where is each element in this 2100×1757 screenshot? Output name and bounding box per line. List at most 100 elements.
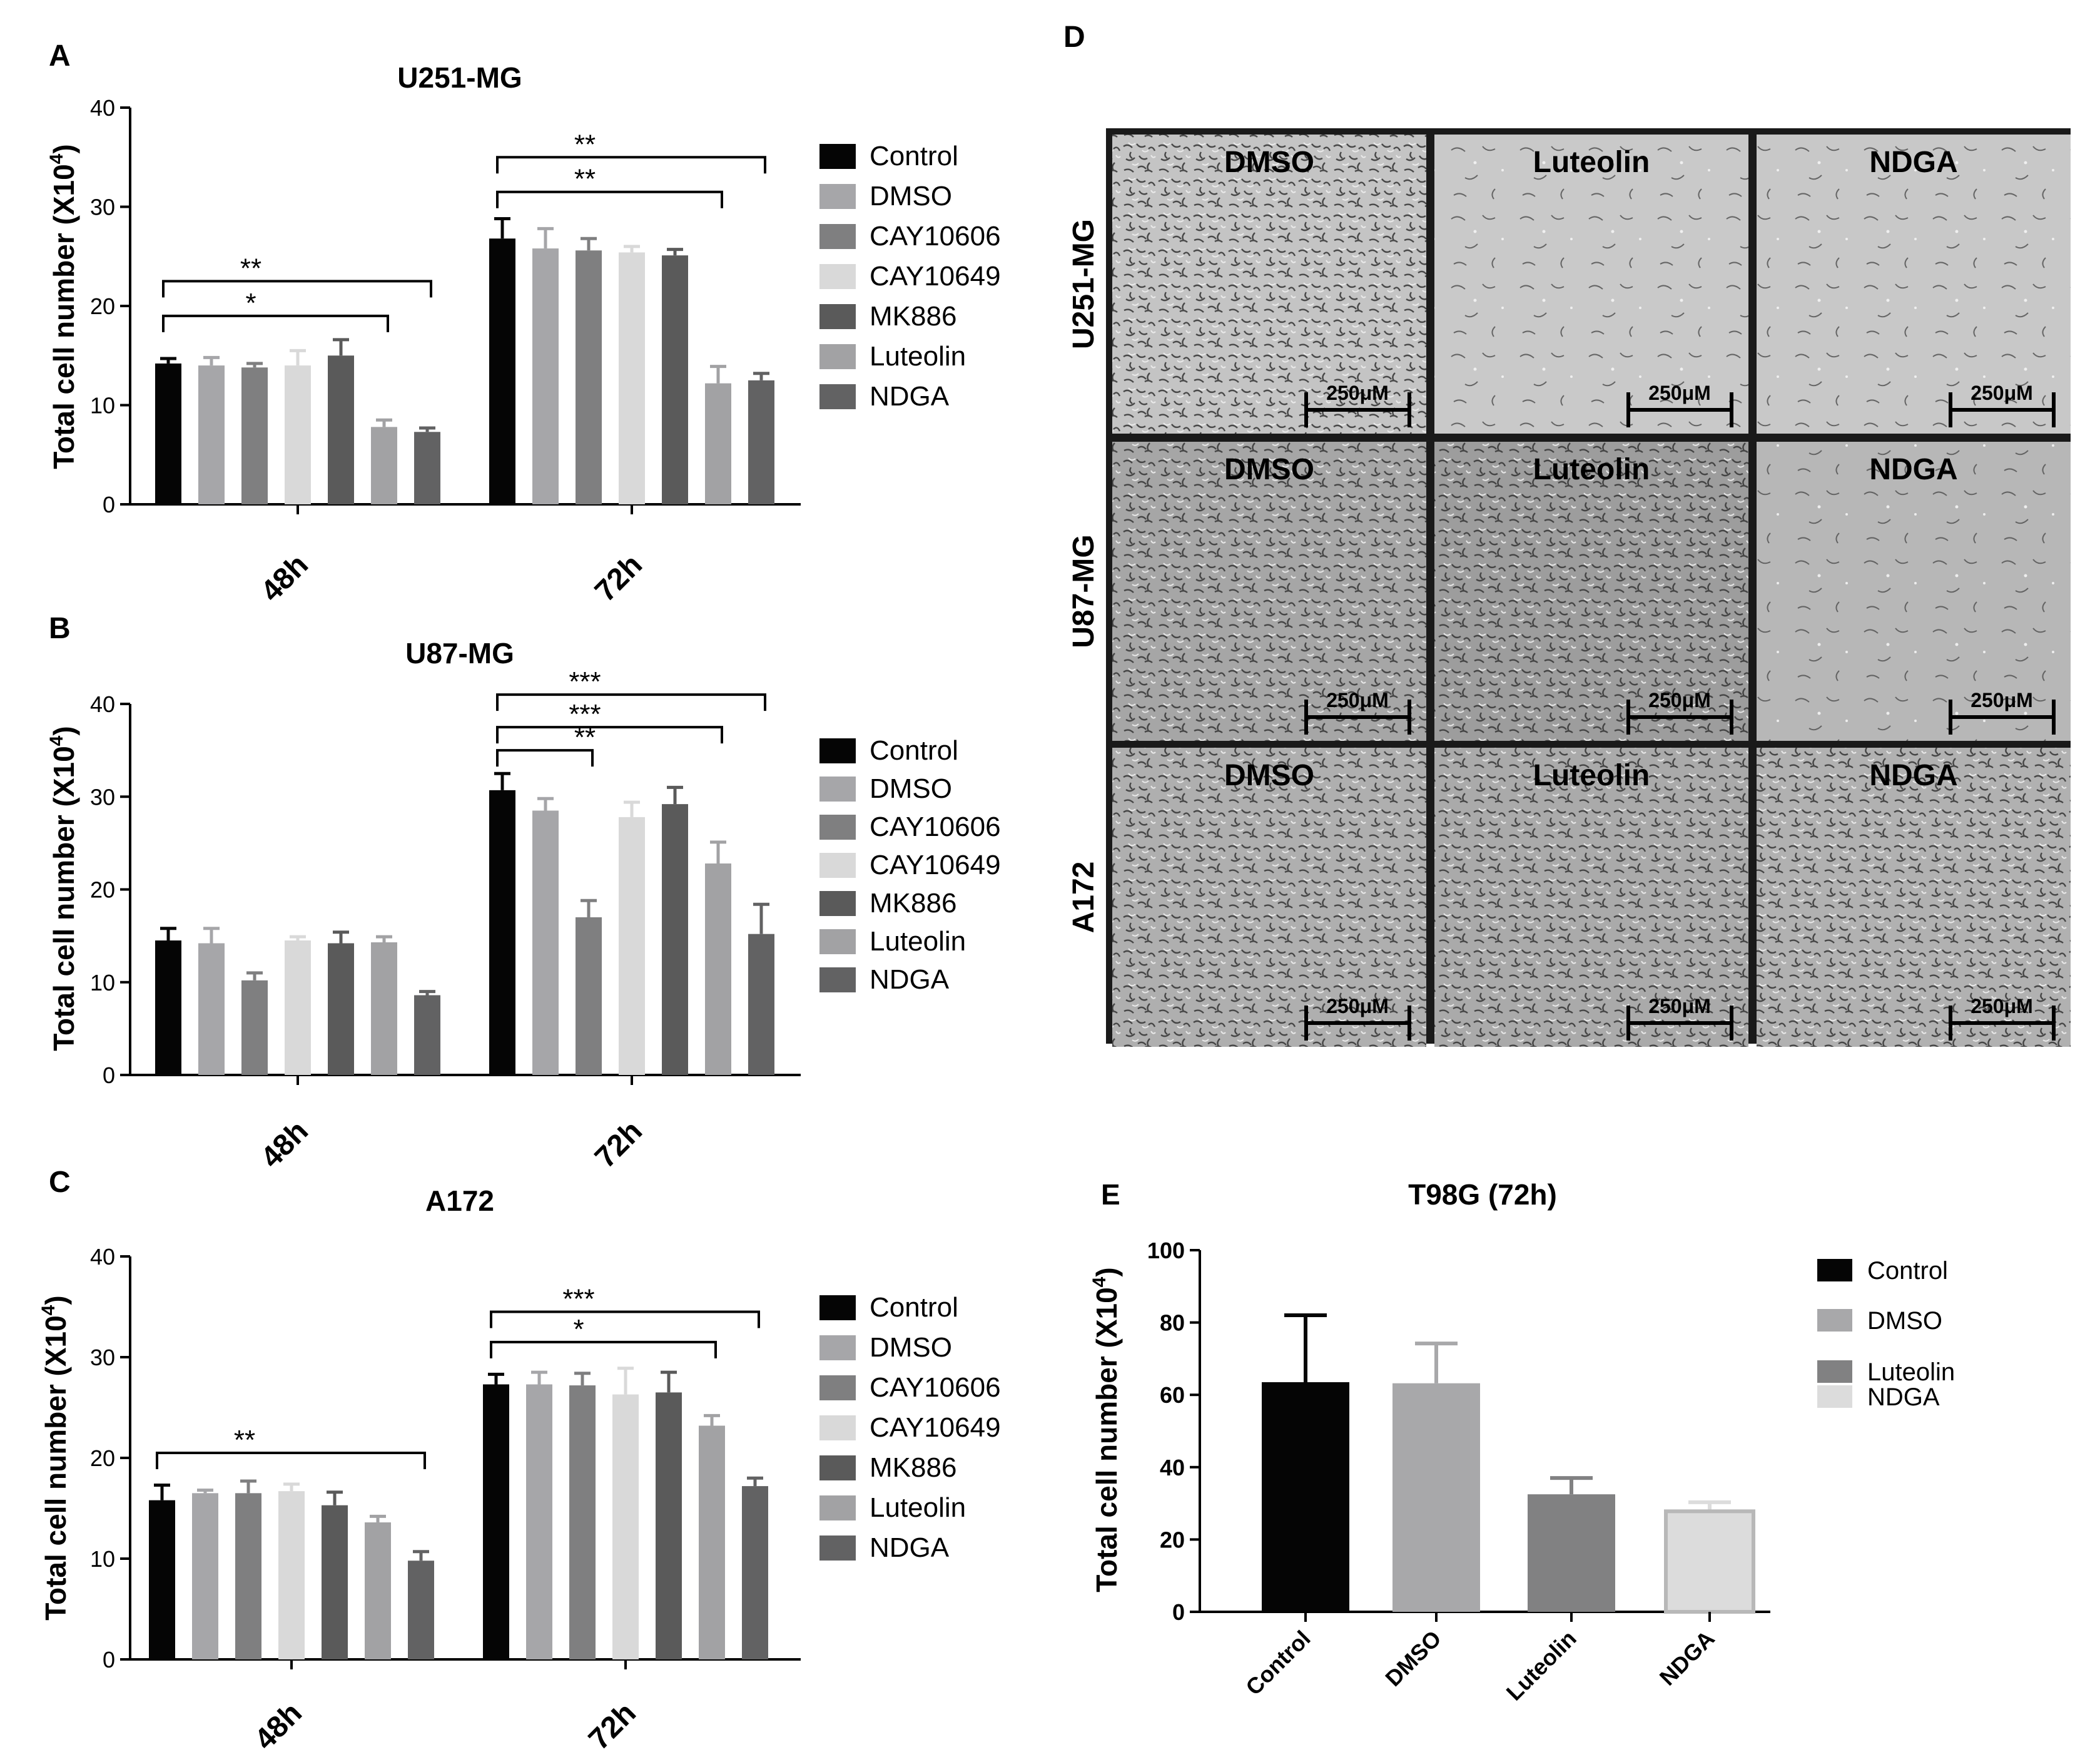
chart-title: U87-MG	[405, 637, 514, 670]
legend-swatch	[819, 384, 856, 409]
bar	[328, 355, 354, 504]
y-axis-label: Total cell number (X104)	[38, 1295, 72, 1620]
y-tick-label: 10	[90, 1546, 115, 1572]
scale-bar	[1304, 392, 1411, 427]
scale-bar	[1304, 700, 1411, 735]
legend-swatch	[1817, 1259, 1852, 1281]
legend-label: DMSO	[870, 773, 952, 804]
bar	[569, 1385, 596, 1659]
legend-swatch	[819, 184, 856, 209]
scale-bar-label: 250μM	[1648, 689, 1711, 711]
legend-label: CAY10606	[870, 812, 1001, 842]
bar	[365, 1522, 391, 1659]
bar	[241, 367, 268, 504]
scale-bar-label: 250μM	[1326, 995, 1389, 1017]
legend-label: Control	[870, 735, 958, 766]
bar	[322, 1505, 348, 1659]
panel-letter: C	[49, 1166, 71, 1199]
bar	[192, 1493, 218, 1659]
legend-label: CAY10606	[870, 1372, 1001, 1403]
y-tick-label: 10	[90, 393, 115, 419]
bar	[414, 995, 440, 1075]
scale-bar	[1949, 700, 2056, 735]
scale-bar-label: 250μM	[1971, 995, 2033, 1017]
bar	[742, 1486, 768, 1659]
y-tick-label: 20	[1160, 1527, 1185, 1552]
legend-label: Luteolin	[870, 926, 966, 957]
bar	[285, 365, 311, 504]
significance-bracket	[490, 1310, 760, 1328]
chart-title: U251-MG	[397, 61, 522, 94]
significance-label: ***	[569, 666, 601, 697]
legend-label: DMSO	[870, 1332, 952, 1363]
y-tick-label: 80	[1160, 1310, 1185, 1336]
y-tick-label: 30	[90, 784, 115, 810]
bar	[371, 942, 397, 1075]
x-tick-label: 48h	[255, 1114, 315, 1174]
micrograph-texture	[1112, 442, 1426, 741]
scale-bar-label: 250μM	[1971, 689, 2033, 711]
legend-label: DMSO	[870, 181, 952, 211]
bar	[748, 380, 774, 504]
panel-letter-d: D	[1063, 21, 1085, 54]
legend-swatch	[819, 344, 856, 369]
legend-swatch	[819, 1455, 856, 1480]
micrograph-label: DMSO	[1224, 453, 1314, 486]
legend-swatch	[819, 1415, 856, 1440]
bar	[198, 943, 225, 1075]
legend-label: MK886	[870, 1452, 956, 1483]
legend-swatch	[819, 224, 856, 249]
legend-label: DMSO	[1867, 1307, 1942, 1335]
micrograph-label: DMSO	[1224, 759, 1314, 792]
significance-bracket	[162, 280, 432, 298]
y-tick-label: 20	[90, 293, 115, 319]
bar	[155, 940, 181, 1075]
legend-label: NDGA	[870, 1532, 950, 1563]
legend-swatch	[819, 1335, 856, 1360]
significance-bracket	[496, 749, 594, 767]
panel-letter: A	[49, 39, 71, 73]
y-tick-label: 20	[90, 1445, 115, 1471]
legend-label: Control	[870, 141, 958, 171]
legend-label: Control	[1867, 1257, 1948, 1285]
significance-label: **	[240, 253, 261, 283]
x-tick-label: 48h	[248, 1696, 308, 1756]
bar	[285, 940, 311, 1075]
legend-label: Luteolin	[1867, 1358, 1955, 1386]
bar	[155, 363, 181, 504]
scale-bar	[1626, 392, 1733, 427]
chart-panel-a: A U251-MG 0 10 20 30 40 Total cell number (X104…	[46, 39, 1001, 608]
bar	[489, 790, 515, 1075]
x-tick-label: NDGA	[1655, 1626, 1720, 1691]
micrograph-panel-d: D DMSO 250μM Luteolin 250μM NDGA 250μM U251-MG…	[1063, 21, 2071, 1047]
bar	[662, 804, 688, 1075]
micrograph-texture	[1434, 442, 1748, 741]
legend-swatch	[819, 738, 856, 763]
significance-label: ***	[569, 699, 601, 730]
y-tick-label: 30	[90, 1345, 115, 1370]
significance-bracket	[156, 1451, 426, 1469]
significance-bracket	[496, 693, 766, 711]
significance-bracket	[490, 1340, 717, 1358]
x-tick-label: 72h	[589, 1114, 649, 1174]
y-axis-label: Total cell number (X104)	[1089, 1267, 1123, 1592]
micrograph-texture	[1757, 748, 2071, 1047]
scale-bar-label: 250μM	[1326, 689, 1389, 711]
bar	[532, 248, 559, 504]
y-tick-label: 40	[90, 691, 115, 717]
scale-bar-label: 250μM	[1648, 995, 1711, 1017]
micrograph-label: Luteolin	[1533, 453, 1650, 486]
bar	[408, 1561, 434, 1659]
y-tick-label: 0	[103, 1062, 115, 1088]
micrograph-label: Luteolin	[1533, 759, 1650, 792]
micrograph-texture	[1434, 135, 1748, 434]
x-tick-label: Luteolin	[1501, 1626, 1581, 1706]
legend-swatch	[819, 815, 856, 840]
x-tick-label: 72h	[589, 548, 649, 608]
bar	[328, 943, 354, 1075]
legend-swatch	[1817, 1309, 1852, 1332]
significance-label: *	[573, 1314, 584, 1345]
y-tick-label: 100	[1147, 1238, 1185, 1263]
micrograph-texture	[1434, 748, 1748, 1047]
